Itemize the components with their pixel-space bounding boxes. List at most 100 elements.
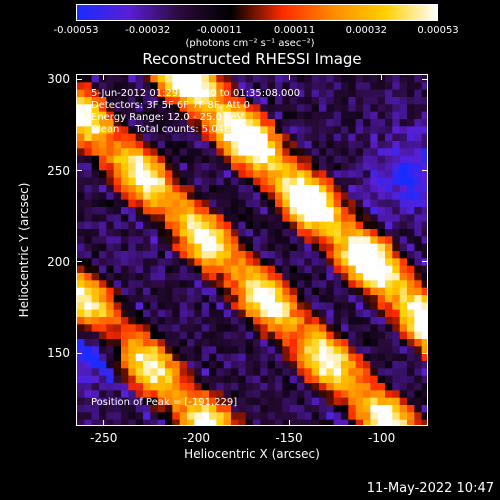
heatmap-cell [399, 346, 408, 354]
heatmap-cell [113, 133, 122, 142]
heatmap-cell [319, 265, 327, 274]
heatmap-cell [99, 111, 107, 120]
heatmap-cell [77, 75, 85, 83]
heatmap-cell [99, 126, 107, 134]
heatmap-cell [289, 331, 298, 340]
heatmap-cell [319, 236, 327, 244]
heatmap-cell [91, 295, 100, 303]
heatmap-cell [165, 353, 173, 362]
heatmap-cell [355, 75, 364, 83]
heatmap-cell [421, 141, 427, 149]
heatmap-cell [143, 309, 151, 318]
heatmap-cell [99, 119, 107, 127]
heatmap-cell [157, 302, 166, 310]
heatmap-cell [333, 346, 342, 354]
heatmap-cell [377, 82, 386, 90]
heatmap-cell [238, 192, 246, 200]
heatmap-cell [311, 192, 320, 200]
heatmap-cell [407, 185, 415, 193]
heatmap-cell [179, 199, 188, 208]
heatmap-cell [289, 97, 298, 105]
heatmap-cell [363, 280, 371, 288]
heatmap-cell [355, 405, 364, 413]
heatmap-cell [414, 258, 422, 266]
heatmap-cell [91, 170, 100, 178]
heatmap-cell [363, 141, 371, 149]
heatmap-cell [370, 75, 378, 83]
heatmap-cell [333, 375, 342, 384]
heatmap-cell [355, 243, 364, 252]
heatmap-cell [341, 141, 349, 149]
heatmap-cell [385, 89, 393, 98]
heatmap-cell [150, 302, 158, 310]
heatmap-cell [355, 133, 364, 142]
heatmap-cell [363, 104, 371, 112]
heatmap-cell [297, 82, 305, 90]
heatmap-cell [282, 133, 290, 142]
heatmap-cell [421, 397, 427, 406]
heatmap-cell [238, 133, 246, 142]
heatmap-cell [245, 419, 254, 425]
heatmap-cell [209, 405, 217, 413]
heatmap-cell [289, 214, 298, 222]
heatmap-cell [319, 383, 327, 391]
heatmap-cell [121, 317, 129, 325]
heatmap-cell [245, 412, 254, 420]
heatmap-cell [399, 258, 408, 266]
heatmap-cell [333, 331, 342, 340]
heatmap-cell [282, 207, 290, 215]
heatmap-cell [179, 177, 188, 186]
heatmap-cell [194, 295, 202, 303]
heatmap-cell [179, 82, 188, 90]
heatmap-cell [223, 251, 232, 259]
heatmap-cell [289, 170, 298, 178]
heatmap-cell [370, 251, 378, 259]
heatmap-image [77, 75, 427, 425]
heatmap-cell [165, 97, 173, 105]
heatmap-cell [370, 133, 378, 142]
heatmap-cell [348, 273, 356, 281]
heatmap-cell [275, 405, 283, 413]
heatmap-cell [231, 229, 239, 237]
heatmap-cell [172, 346, 180, 354]
heatmap-cell [363, 419, 371, 425]
heatmap-cell [304, 302, 312, 310]
heatmap-cell [355, 141, 364, 149]
heatmap-cell [128, 148, 136, 156]
heatmap-cell [319, 397, 327, 406]
heatmap-cell [179, 375, 188, 384]
heatmap-cell [326, 273, 334, 281]
heatmap-cell [231, 75, 239, 83]
heatmap-cell [135, 331, 144, 340]
heatmap-cell [275, 126, 283, 134]
heatmap-cell [341, 148, 349, 156]
heatmap-cell [407, 97, 415, 105]
heatmap-cell [77, 368, 85, 376]
heatmap-cell [297, 361, 305, 369]
heatmap-cell [377, 185, 386, 193]
heatmap-cell [121, 170, 129, 178]
heatmap-cell [113, 331, 122, 340]
heatmap-cell [194, 273, 202, 281]
heatmap-cell [363, 214, 371, 222]
heatmap-cell [363, 251, 371, 259]
heatmap-cell [355, 353, 364, 362]
heatmap-cell [113, 97, 122, 105]
heatmap-cell [194, 375, 202, 384]
y-tick-mark [76, 352, 82, 354]
heatmap-cell [370, 412, 378, 420]
x-axis-label: Heliocentric X (arcsec) [184, 447, 320, 461]
heatmap-cell [165, 295, 173, 303]
heatmap-cell [201, 287, 210, 296]
heatmap-cell [194, 111, 202, 120]
heatmap-cell [165, 89, 173, 98]
heatmap-cell [363, 170, 371, 178]
heatmap-cell [304, 273, 312, 281]
heatmap-cell [187, 302, 195, 310]
heatmap-cell [304, 133, 312, 142]
heatmap-cell [407, 287, 415, 296]
heatmap-cell [245, 251, 254, 259]
heatmap-cell [282, 383, 290, 391]
heatmap-cell [399, 133, 408, 142]
heatmap-cell [297, 111, 305, 120]
